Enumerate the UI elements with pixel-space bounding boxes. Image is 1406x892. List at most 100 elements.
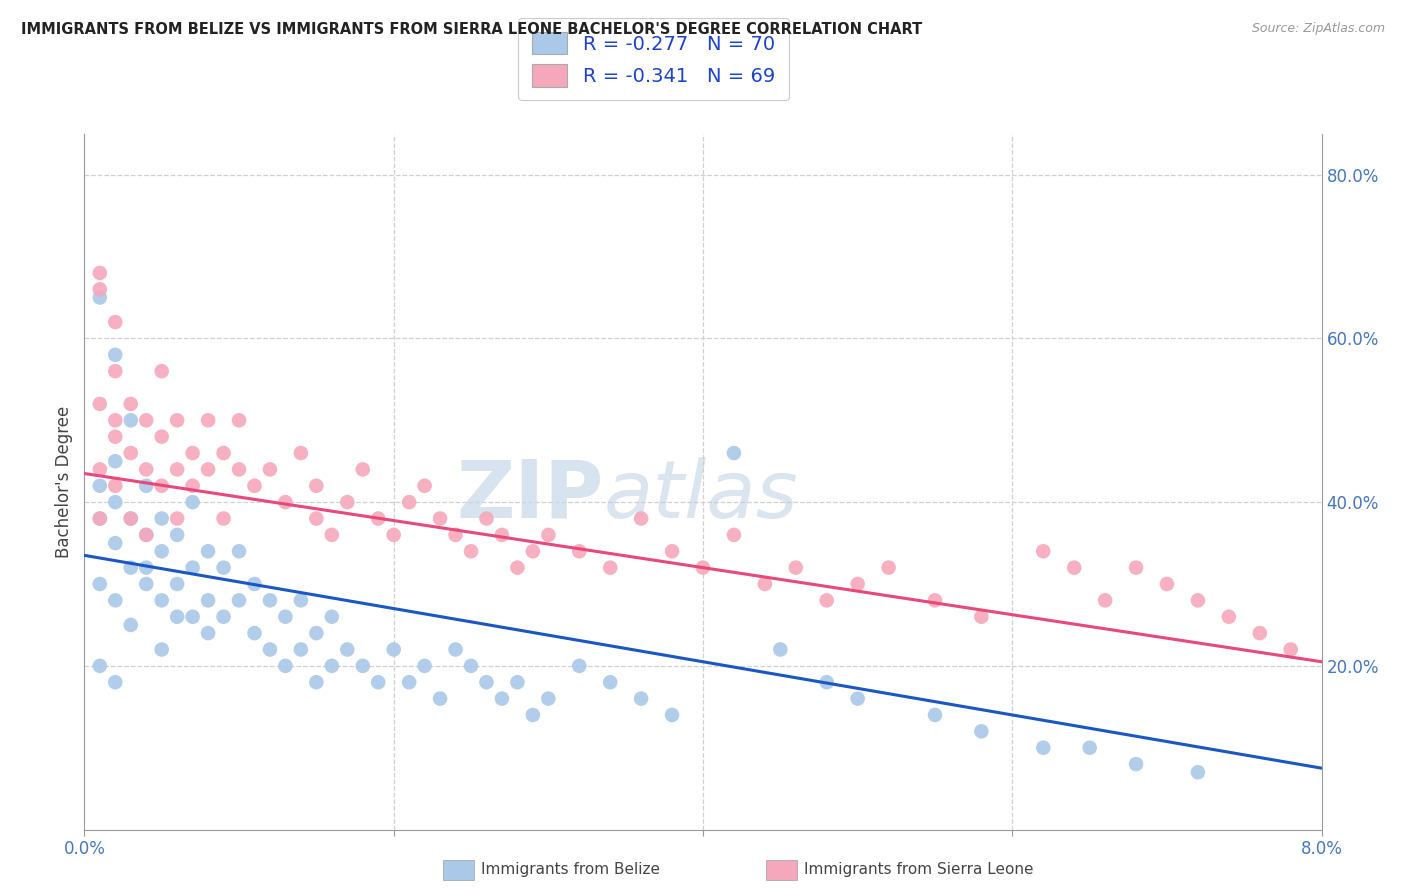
Point xyxy=(243,577,266,591)
Point xyxy=(197,593,219,607)
Point xyxy=(259,642,281,657)
Point xyxy=(243,626,266,640)
Point xyxy=(166,609,188,624)
Point xyxy=(568,544,591,558)
Point xyxy=(460,544,482,558)
Point xyxy=(181,609,204,624)
Point xyxy=(815,675,838,690)
Point xyxy=(1187,765,1209,780)
Point xyxy=(352,658,374,673)
Point xyxy=(970,724,993,739)
Point xyxy=(228,593,250,607)
Point xyxy=(429,691,451,706)
Point xyxy=(104,430,127,444)
Point xyxy=(398,675,420,690)
Point xyxy=(150,479,173,493)
Point xyxy=(321,658,343,673)
Point xyxy=(89,291,111,305)
Point xyxy=(259,462,281,476)
Point xyxy=(444,642,467,657)
Point xyxy=(305,675,328,690)
Point xyxy=(166,577,188,591)
Point xyxy=(135,528,157,542)
Point xyxy=(1279,642,1302,657)
Point xyxy=(336,642,359,657)
Point xyxy=(166,511,188,525)
Point xyxy=(274,609,297,624)
Point xyxy=(290,642,312,657)
Point xyxy=(599,560,621,574)
Point xyxy=(305,511,328,525)
Point xyxy=(104,454,127,468)
Point xyxy=(212,560,235,574)
Point xyxy=(120,397,142,411)
Point xyxy=(181,495,204,509)
Point xyxy=(89,266,111,280)
Point xyxy=(259,593,281,607)
Point xyxy=(150,544,173,558)
Point xyxy=(352,462,374,476)
Point xyxy=(1249,626,1271,640)
Text: Immigrants from Sierra Leone: Immigrants from Sierra Leone xyxy=(804,863,1033,877)
Point xyxy=(135,577,157,591)
Point xyxy=(89,511,111,525)
Point xyxy=(475,511,498,525)
Point xyxy=(104,495,127,509)
Point xyxy=(89,397,111,411)
Point xyxy=(367,511,389,525)
Point xyxy=(924,593,946,607)
Point xyxy=(228,462,250,476)
Point xyxy=(429,511,451,525)
Point xyxy=(243,479,266,493)
Point xyxy=(150,430,173,444)
Point xyxy=(475,675,498,690)
Point xyxy=(630,511,652,525)
Point xyxy=(723,446,745,460)
Point xyxy=(166,413,188,427)
Point xyxy=(568,658,591,673)
Point xyxy=(212,511,235,525)
Legend: R = -0.277   N = 70, R = -0.341   N = 69: R = -0.277 N = 70, R = -0.341 N = 69 xyxy=(519,18,789,100)
Point xyxy=(135,479,157,493)
Point xyxy=(197,462,219,476)
Point xyxy=(120,618,142,632)
Point xyxy=(382,528,405,542)
Point xyxy=(1094,593,1116,607)
Point xyxy=(290,593,312,607)
Point xyxy=(661,544,683,558)
Point xyxy=(537,528,560,542)
Point xyxy=(135,528,157,542)
Point xyxy=(305,479,328,493)
Point xyxy=(1156,577,1178,591)
Point xyxy=(460,658,482,673)
Point xyxy=(120,560,142,574)
Text: Source: ZipAtlas.com: Source: ZipAtlas.com xyxy=(1251,22,1385,36)
Point xyxy=(321,609,343,624)
Text: ZIP: ZIP xyxy=(457,457,605,534)
Point xyxy=(924,708,946,723)
Point xyxy=(769,642,792,657)
Point xyxy=(89,511,111,525)
Point xyxy=(166,462,188,476)
Point xyxy=(104,593,127,607)
Point xyxy=(336,495,359,509)
Point xyxy=(1032,544,1054,558)
Point xyxy=(274,658,297,673)
Point xyxy=(120,413,142,427)
Point xyxy=(522,544,544,558)
Point xyxy=(120,511,142,525)
Point xyxy=(89,577,111,591)
Point xyxy=(1078,740,1101,755)
Point xyxy=(692,560,714,574)
Point xyxy=(104,536,127,550)
Point xyxy=(89,479,111,493)
Point xyxy=(135,462,157,476)
Point xyxy=(135,413,157,427)
Point xyxy=(413,479,436,493)
Y-axis label: Bachelor's Degree: Bachelor's Degree xyxy=(55,406,73,558)
Point xyxy=(197,413,219,427)
Point xyxy=(382,642,405,657)
Point xyxy=(970,609,993,624)
Point xyxy=(89,462,111,476)
Point xyxy=(846,691,869,706)
